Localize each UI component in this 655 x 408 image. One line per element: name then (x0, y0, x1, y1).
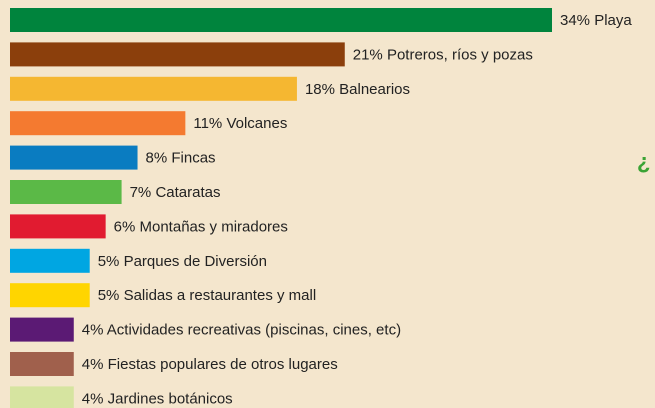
category-label: Montañas y miradores (140, 218, 288, 235)
bar-label: 21% Potreros, ríos y pozas (353, 46, 533, 63)
bar (10, 352, 74, 376)
bar (10, 145, 138, 170)
category-label: Cataratas (155, 184, 220, 201)
bar (10, 111, 186, 136)
bar-label: 8% Fincas (146, 150, 216, 167)
category-label: Playa (594, 12, 632, 29)
bar (10, 317, 74, 342)
value-label: 6% (114, 218, 136, 235)
category-label: Volcanes (226, 115, 287, 132)
bar-label: 5% Parques de Diversión (98, 253, 267, 270)
value-label: 11% (193, 115, 222, 132)
bar-label: 6% Montañas y miradores (114, 218, 288, 235)
category-label: Actividades recreativas (piscinas, cines… (107, 322, 401, 339)
bar-label: 18% Balnearios (305, 81, 410, 98)
bar-label: 11% Volcanes (193, 115, 287, 132)
category-label: Jardines botánicos (108, 390, 233, 407)
value-label: 7% (130, 184, 152, 201)
bar (10, 283, 90, 308)
value-label: 34% (560, 12, 590, 29)
bar (10, 42, 345, 67)
bar-label: 4% Jardines botánicos (82, 390, 233, 407)
bar-label: 4% Actividades recreativas (piscinas, ci… (82, 322, 401, 339)
bar-label: 5% Salidas a restaurantes y mall (98, 287, 316, 304)
value-label: 21% (353, 46, 383, 63)
category-label: Parques de Diversión (124, 253, 267, 270)
bar (10, 214, 106, 239)
value-label: 5% (98, 287, 120, 304)
value-label: 5% (98, 253, 120, 270)
value-label: 8% (146, 150, 168, 167)
value-label: 4% (82, 322, 104, 339)
value-label: 18% (305, 81, 335, 98)
category-label: Fincas (171, 150, 215, 167)
value-label: 4% (82, 356, 104, 373)
bar (10, 248, 90, 273)
bar-label: 7% Cataratas (130, 184, 221, 201)
bar (10, 8, 552, 32)
bar (10, 180, 122, 204)
category-label: Balnearios (339, 81, 410, 98)
bar-label: 34% Playa (560, 12, 632, 29)
value-label: 4% (82, 390, 104, 407)
bar (10, 386, 74, 408)
bar (10, 76, 297, 101)
category-label: Potreros, ríos y pozas (387, 46, 533, 63)
bar-label: 4% Fiestas populares de otros lugares (82, 356, 338, 373)
category-label: Fiestas populares de otros lugares (108, 356, 338, 373)
annotation: ¿ (637, 149, 650, 174)
category-label: Salidas a restaurantes y mall (124, 287, 317, 304)
